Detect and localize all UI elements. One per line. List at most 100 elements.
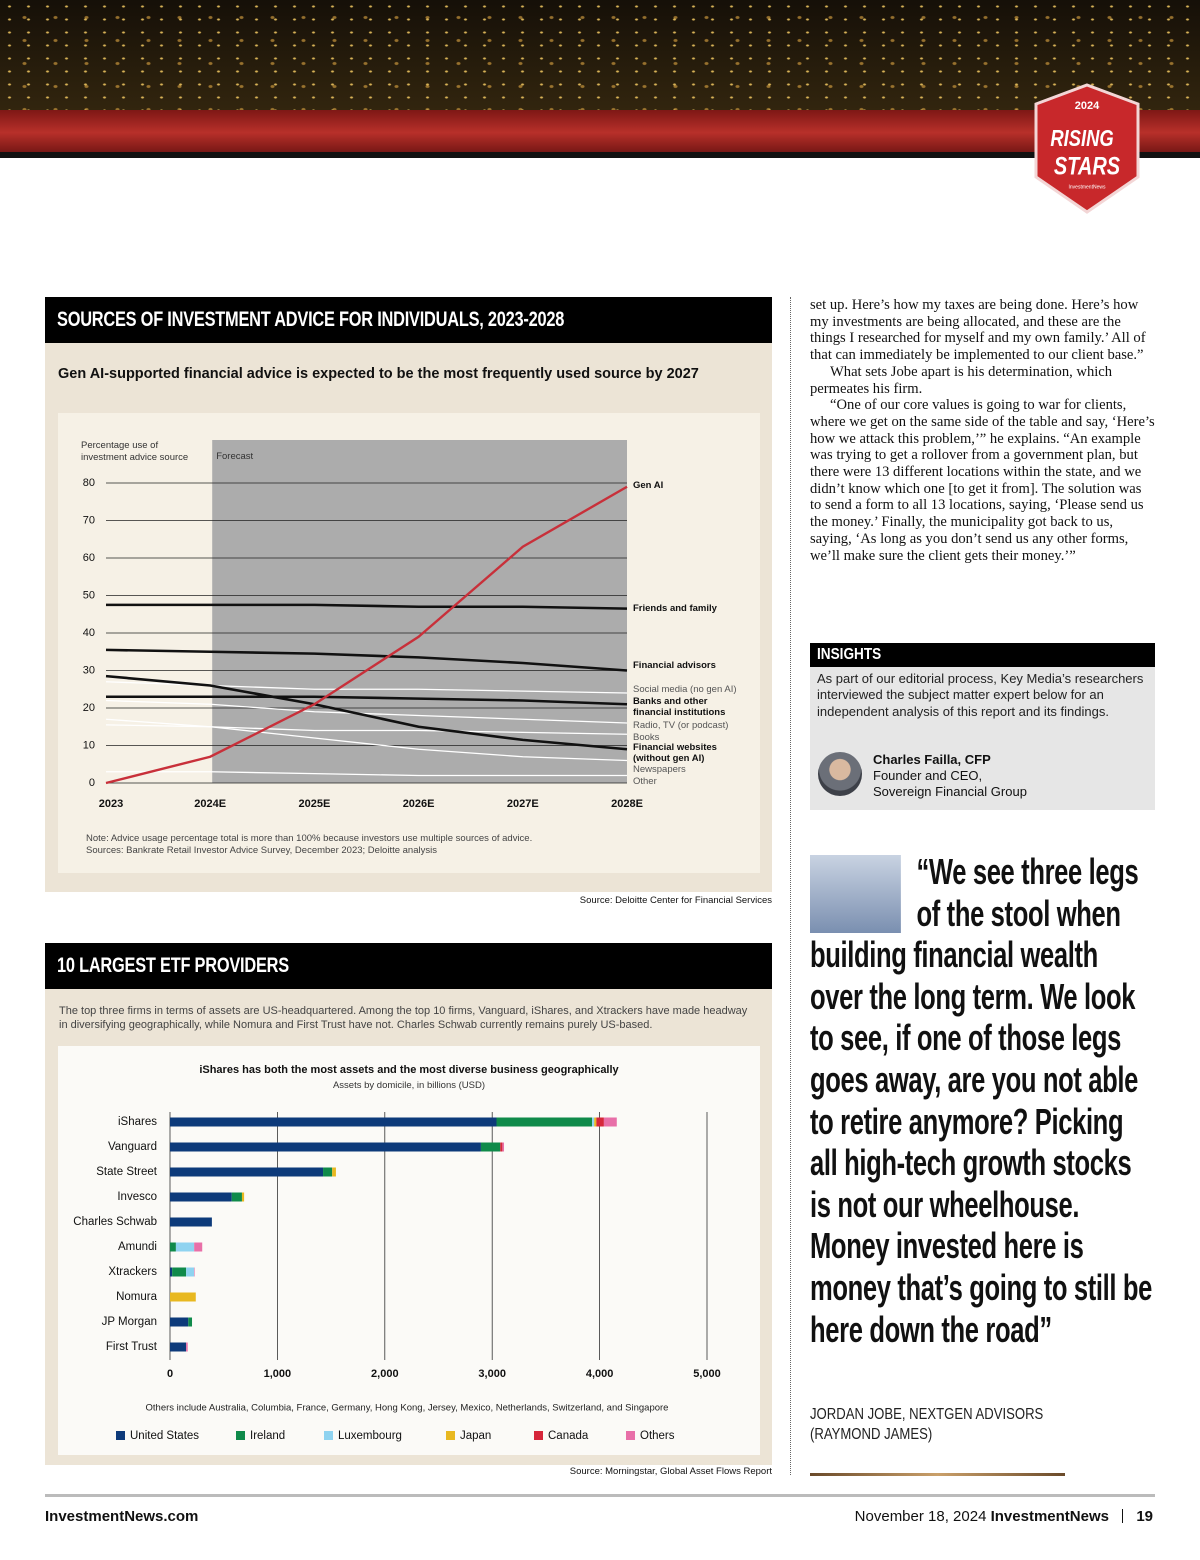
legend-swatch <box>116 1431 125 1440</box>
badge-brand: InvestmentNews <box>1069 184 1106 190</box>
bar-segment <box>170 1142 481 1152</box>
legend-swatch <box>236 1431 245 1440</box>
bar-segment <box>170 1267 173 1277</box>
legend-swatch <box>534 1431 543 1440</box>
expert-photo <box>818 752 862 796</box>
series-line <box>105 674 628 751</box>
bar-segment <box>603 1117 617 1127</box>
bar-segment <box>496 1117 593 1127</box>
x-tick-label: 2026E <box>403 798 435 810</box>
legend-label: Others <box>640 1430 675 1442</box>
x-tick-label: 2028E <box>611 798 643 810</box>
series-label: Financial advisors <box>633 660 716 671</box>
footer-date: November 18, 2024 <box>854 1508 987 1525</box>
x-tick-label: 2023 <box>99 798 123 810</box>
footer-rule <box>45 1494 1155 1497</box>
bar-segment <box>170 1242 176 1252</box>
chart-subtitle: Assets by domicile, in billions (USD) <box>332 1080 486 1091</box>
category-label: JP Morgan <box>102 1316 157 1328</box>
series-label: Other <box>633 776 657 787</box>
y-tick-label: 10 <box>83 739 95 751</box>
category-label: Invesco <box>117 1191 157 1203</box>
header-band <box>0 110 1200 155</box>
series-line <box>106 603 628 610</box>
header-edge <box>0 152 1200 158</box>
pull-quote: “We see three legs of the stool when bui… <box>810 851 1155 1350</box>
bar-segment <box>594 1117 597 1127</box>
footer-site: InvestmentNews.com <box>45 1508 199 1525</box>
badge-line1: RISING <box>1050 126 1113 151</box>
bar-segment <box>241 1192 245 1202</box>
x-tick-label: 2025E <box>298 798 330 810</box>
legend-label: Luxembourg <box>338 1430 402 1442</box>
category-label: Xtrackers <box>108 1266 157 1278</box>
footer-page: 19 <box>1136 1508 1153 1525</box>
chart2-title: 10 LARGEST ETF PROVIDERS <box>57 954 289 977</box>
expert-company: Sovereign Financial Group <box>873 784 1027 799</box>
divider <box>790 297 791 1475</box>
chart-note: Others include Australia, Columbia, Fran… <box>146 1403 669 1414</box>
y-tick-label: 60 <box>83 552 95 564</box>
y-tick-label: 70 <box>83 514 95 526</box>
series-label: Social media (no gen AI) <box>633 684 737 695</box>
legend-label: Japan <box>460 1430 491 1442</box>
chart-note: Note: Advice usage percentage total is m… <box>86 833 533 844</box>
y-tick-label: 50 <box>83 589 95 601</box>
category-label: First Trust <box>106 1341 158 1353</box>
bar-segment <box>170 1167 324 1177</box>
attribution: JORDAN JOBE, NEXTGEN ADVISORS (RAYMOND J… <box>810 1405 1154 1445</box>
quote-rule <box>810 1473 1065 1476</box>
category-label: Amundi <box>118 1241 157 1253</box>
insights-title: INSIGHTS <box>817 646 882 663</box>
category-label: Charles Schwab <box>73 1216 157 1228</box>
series-label: Friends and family <box>633 603 717 614</box>
y-tick-label: 20 <box>83 702 95 714</box>
bar-segment <box>170 1342 187 1352</box>
x-tick-label: 5,000 <box>693 1368 721 1380</box>
bar-segment <box>194 1267 195 1277</box>
badge-year: 2024 <box>1075 100 1100 112</box>
y-tick-label: 30 <box>83 664 95 676</box>
x-tick-label: 0 <box>167 1368 173 1380</box>
chart1-title: SOURCES OF INVESTMENT ADVICE FOR INDIVID… <box>57 308 565 331</box>
x-tick-label: 2024E <box>194 798 226 810</box>
bar-segment <box>170 1217 212 1227</box>
series-label: Books <box>633 732 660 743</box>
x-tick-label: 2,000 <box>371 1368 399 1380</box>
category-label: Vanguard <box>108 1141 157 1153</box>
attribution-line: JORDAN JOBE, NEXTGEN ADVISORS <box>810 1406 1044 1423</box>
category-label: Nomura <box>116 1291 158 1303</box>
x-tick-label: 2027E <box>507 798 539 810</box>
bar-segment <box>175 1242 195 1252</box>
forecast-area <box>212 440 627 783</box>
footer-right: November 18, 2024 InvestmentNews 19 <box>855 1508 1153 1525</box>
series-line <box>105 724 628 735</box>
series-line <box>105 485 628 785</box>
insights-text: As part of our editorial process, Key Me… <box>817 671 1144 719</box>
badge-line2: STARS <box>1054 153 1120 181</box>
y-tick-label: 80 <box>83 477 95 489</box>
category-label: iShares <box>118 1116 157 1128</box>
chart2-intro: The top three firms in terms of assets a… <box>59 1005 748 1031</box>
legend-swatch <box>446 1431 455 1440</box>
bar-segment <box>231 1192 242 1202</box>
bar-segment <box>172 1267 187 1277</box>
bar-segment <box>170 1317 189 1327</box>
quote-text: “We see three legs of the stool when bui… <box>810 851 1152 1350</box>
series-line <box>105 699 628 724</box>
legend-swatch <box>324 1431 333 1440</box>
paragraph: set up. Here’s how my taxes are being do… <box>810 297 1146 364</box>
bar-segment <box>502 1142 505 1152</box>
bar-segment <box>592 1117 595 1127</box>
series-label: Banks and other financial institutions <box>633 696 726 718</box>
bar-segment <box>186 1267 195 1277</box>
paragraph: “One of our core values is going to war … <box>810 397 1155 564</box>
x-tick-label: 1,000 <box>264 1368 292 1380</box>
bar-segment <box>500 1142 503 1152</box>
category-label: State Street <box>96 1166 158 1178</box>
legend-label: United States <box>130 1430 199 1442</box>
legend-swatch <box>626 1431 635 1440</box>
x-tick-label: 3,000 <box>478 1368 506 1380</box>
y-axis-label: Percentage use of investment advice sour… <box>81 440 189 463</box>
